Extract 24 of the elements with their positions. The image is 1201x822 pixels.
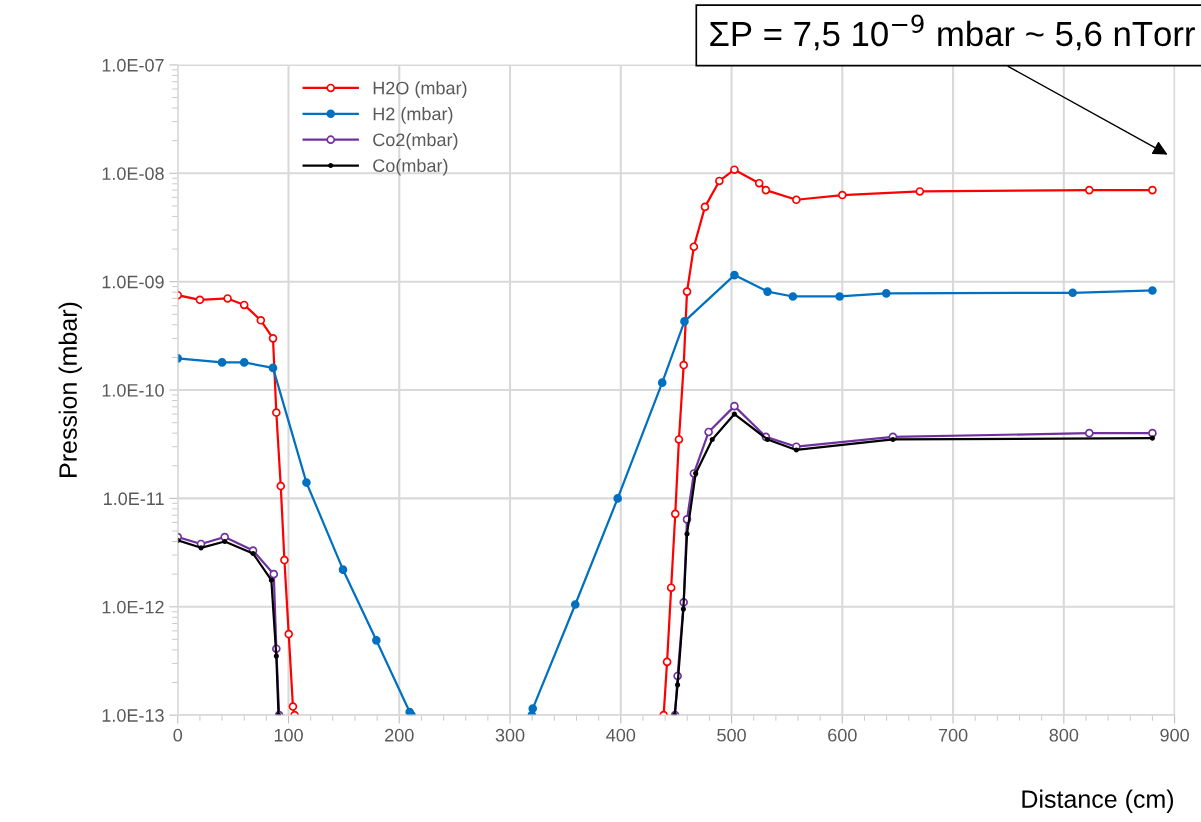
x-tick-label: 100 xyxy=(274,728,303,742)
y-tick-label: 1.0E-12 xyxy=(102,600,164,614)
x-tick-label: 300 xyxy=(495,728,525,742)
y-tick-label: 1.0E-09 xyxy=(102,275,164,289)
y-axis-title: Pression (mbar) xyxy=(58,302,82,477)
legend-label: Co(mbar) xyxy=(373,158,448,176)
x-tick-label: 700 xyxy=(938,728,968,742)
x-tick-label: 600 xyxy=(828,728,857,742)
x-tick-label: 500 xyxy=(717,728,746,742)
legend-label: H2 (mbar) xyxy=(373,107,453,124)
x-tick-label: 0 xyxy=(173,728,183,742)
x-tick-label: 200 xyxy=(385,728,414,742)
x-tick-label: 800 xyxy=(1049,728,1079,742)
y-tick-label: 1.0E-08 xyxy=(102,167,164,181)
y-tick-label: 1.0E-11 xyxy=(104,492,164,506)
x-tick-label: 400 xyxy=(606,728,636,742)
legend-label: Co2(mbar) xyxy=(373,132,458,150)
y-tick-label: 1.0E-10 xyxy=(102,383,164,397)
x-axis-title: Distance (cm) xyxy=(1022,789,1174,813)
x-tick-label: 900 xyxy=(1160,728,1189,742)
y-tick-label: 1.0E-07 xyxy=(102,58,164,72)
text: ΣP = 7,5 10$^{−9}$ mbar ~ 5,6 nTorr xyxy=(710,14,1195,51)
y-tick-label: 1.0E-13 xyxy=(102,709,164,722)
legend-label: H2O (mbar) xyxy=(373,81,467,99)
